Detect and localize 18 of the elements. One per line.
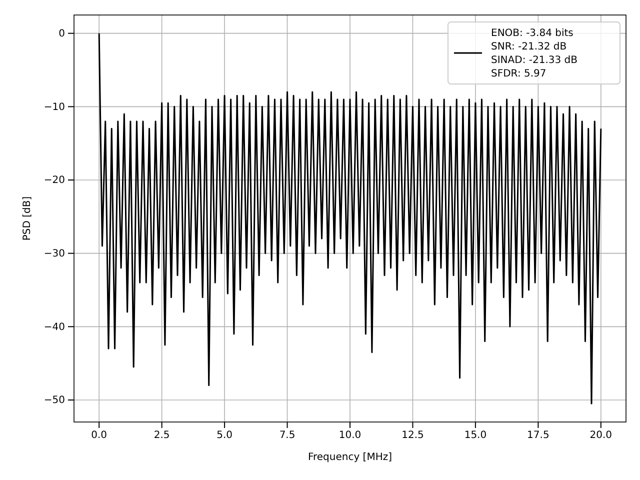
x-axis-title: Frequency [MHz]	[308, 452, 392, 463]
y-tick-label: 0	[58, 28, 65, 40]
x-tick-label: 5.0	[216, 430, 232, 442]
x-tick-label: 0.0	[91, 430, 108, 442]
x-tick-label: 10.0	[338, 430, 362, 442]
y-tick-label: −50	[44, 395, 65, 406]
y-axis-title: PSD [dB]	[22, 196, 33, 241]
y-tick-label: −10	[44, 102, 65, 113]
x-tick-label: 7.5	[279, 430, 296, 442]
y-tick-label: −20	[44, 175, 65, 186]
x-tick-label: 17.5	[527, 430, 550, 442]
y-tick-label: −40	[44, 322, 65, 333]
x-tick-label: 2.5	[154, 430, 170, 442]
legend-label: ENOB: -3.84 bits SNR: -21.32 dB SINAD: -21.33 dB SFDR: 5.97	[491, 28, 578, 80]
y-tick-label: −30	[44, 248, 65, 260]
x-tick-label: 20.0	[590, 430, 612, 442]
x-tick-label: 15.0	[464, 430, 487, 442]
x-tick-label: 12.5	[402, 430, 424, 442]
